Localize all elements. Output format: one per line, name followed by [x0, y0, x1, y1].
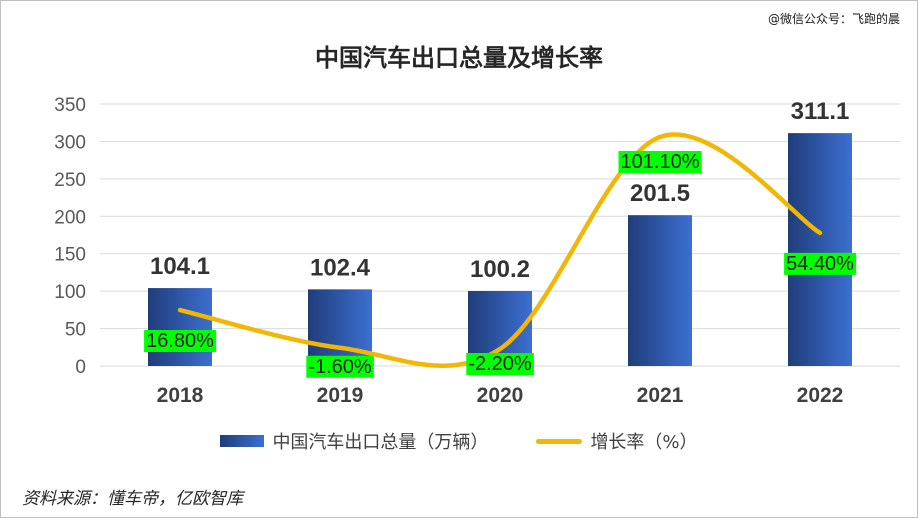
growth-label: 101.10% — [618, 151, 702, 173]
y-tick-label: 250 — [54, 170, 86, 191]
y-tick-label: 350 — [54, 95, 86, 116]
source-note: 资料来源：懂车帝，亿欧智库 — [22, 489, 243, 509]
growth-label: 16.80% — [144, 330, 217, 353]
growth-label-highlight — [144, 330, 217, 353]
watermark: @微信公众号：飞跑的晨 — [767, 12, 900, 26]
legend-item-export-volume: 中国汽车出口总量（万辆） — [220, 428, 488, 454]
growth-label: -2.20% — [466, 353, 534, 375]
growth-label: 54.40% — [784, 252, 857, 275]
chart-title: 中国汽车出口总量及增长率 — [315, 43, 603, 72]
bar-value-label: 100.2 — [470, 256, 530, 283]
x-tick-label: 2020 — [477, 384, 524, 407]
y-tick-label: 100 — [54, 282, 86, 303]
bar-value-label: 102.4 — [310, 254, 371, 281]
growth-label-text: 101.10% — [621, 151, 700, 173]
legend-label-export-volume: 中国汽车出口总量（万辆） — [272, 432, 489, 453]
legend-item-growth-rate: 增长率（%） — [536, 428, 698, 454]
y-tick-label: 300 — [54, 132, 86, 153]
bar-value-label: 311.1 — [791, 98, 850, 125]
growth-label-text: 16.80% — [146, 330, 214, 352]
bar — [308, 289, 372, 366]
growth-label-text: 54.40% — [786, 253, 854, 275]
legend: 中国汽车出口总量（万辆） 增长率（%） — [0, 428, 918, 454]
y-tick-label: 50 — [65, 320, 86, 341]
bar-value-label: 201.5 — [630, 180, 690, 207]
chart-plot: 0 50 100 150 200 250 300 350 104.1 102.4 100.2 201… — [54, 95, 900, 407]
y-tick-label: 150 — [54, 245, 86, 266]
growth-rate-line — [177, 132, 823, 369]
growth-label: -1.60% — [306, 355, 374, 378]
y-tick-label: 0 — [75, 357, 86, 378]
y-tick-label: 200 — [54, 207, 86, 228]
legend-label-growth-rate: 增长率（%） — [590, 432, 698, 453]
legend-line-swatch — [536, 438, 583, 444]
growth-label-highlight — [784, 252, 857, 275]
growth-label-text: -1.60% — [308, 356, 372, 378]
legend-bar-swatch — [220, 435, 265, 447]
x-tick-label: 2018 — [157, 384, 204, 407]
bar — [788, 133, 852, 366]
growth-label-highlight — [306, 355, 374, 378]
x-tick-label: 2019 — [317, 384, 364, 407]
x-tick-label: 2022 — [797, 384, 844, 407]
x-tick-label: 2021 — [637, 384, 684, 407]
growth-label-text: -2.20% — [468, 353, 532, 375]
growth-label-highlight — [466, 353, 534, 375]
bar — [148, 288, 212, 366]
bar-value-label: 104.1 — [150, 253, 210, 280]
growth-label-highlight — [618, 151, 702, 173]
bar — [628, 215, 692, 366]
